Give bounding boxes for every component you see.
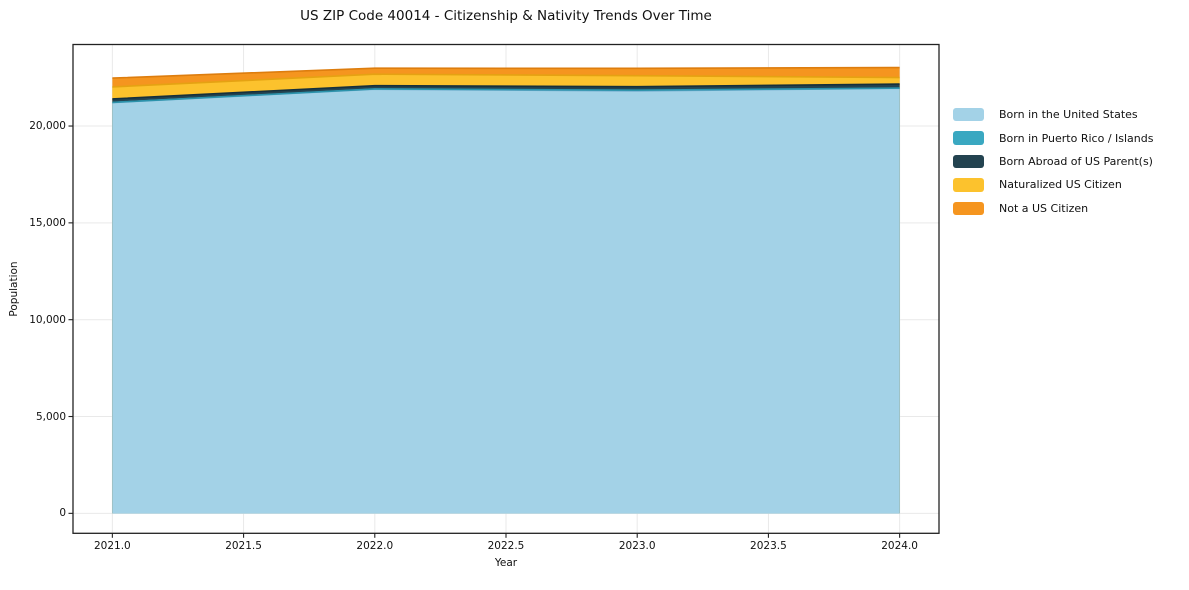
x-tick-label: 2022.0 [356, 540, 394, 552]
x-tick-label: 2022.5 [487, 540, 525, 552]
area-born-in-the-united-states [112, 88, 900, 514]
legend-swatch-not-a-us-citizen [953, 201, 984, 215]
y-tick-label: 15,000 [29, 216, 66, 229]
x-tick-label: 2024.0 [881, 540, 918, 552]
x-axis-label: Year [494, 557, 518, 569]
legend-swatch-born-in-puerto-rico-islands [953, 131, 984, 145]
edge-naturalized-us-citizen [112, 73, 900, 88]
x-tick-label: 2021.0 [93, 540, 131, 552]
legend-swatch-born-abroad-of-us-parents [953, 154, 984, 169]
y-tick-label: 5,000 [35, 410, 66, 423]
legend-item-naturalized-us-citizen: Naturalized US Citizen [953, 173, 1153, 196]
y-tick-label: 10,000 [29, 313, 66, 326]
y-tick-label: 0 [59, 507, 66, 520]
legend-item-born-abroad-of-us-parents: Born Abroad of US Parent(s) [953, 150, 1153, 173]
legend-label: Naturalized US Citizen [999, 178, 1122, 192]
legend-label: Born in the United States [999, 108, 1138, 122]
edge-born-in-puerto-rico-islands [112, 87, 900, 104]
x-tick-label: 2021.5 [225, 540, 262, 552]
edge-born-abroad-of-us-parent-s [112, 83, 900, 100]
y-tick-label: 20,000 [29, 120, 66, 133]
legend-label: Not a US Citizen [999, 201, 1089, 215]
x-tick-label: 2023.5 [750, 540, 787, 552]
chart-title: US ZIP Code 40014 - Citizenship & Nativi… [300, 8, 712, 24]
y-axis-label: Population [8, 261, 20, 317]
edge-not-a-us-citizen [112, 66, 900, 79]
legend-item-born-in-the-united-states: Born in the United States [953, 103, 1153, 126]
legend-swatch-born-in-the-united-states [953, 107, 984, 122]
legend-item-not-a-us-citizen: Not a US Citizen [953, 197, 1153, 220]
legend-label: Born Abroad of US Parent(s) [999, 154, 1153, 168]
x-tick-label: 2023.0 [618, 540, 656, 552]
legend: Born in the United States Born in Puerto… [953, 103, 1153, 220]
legend-label: Born in Puerto Rico / Islands [999, 131, 1154, 145]
legend-swatch-naturalized-us-citizen [953, 178, 984, 192]
legend-item-born-in-puerto-rico-islands: Born in Puerto Rico / Islands [953, 126, 1153, 149]
